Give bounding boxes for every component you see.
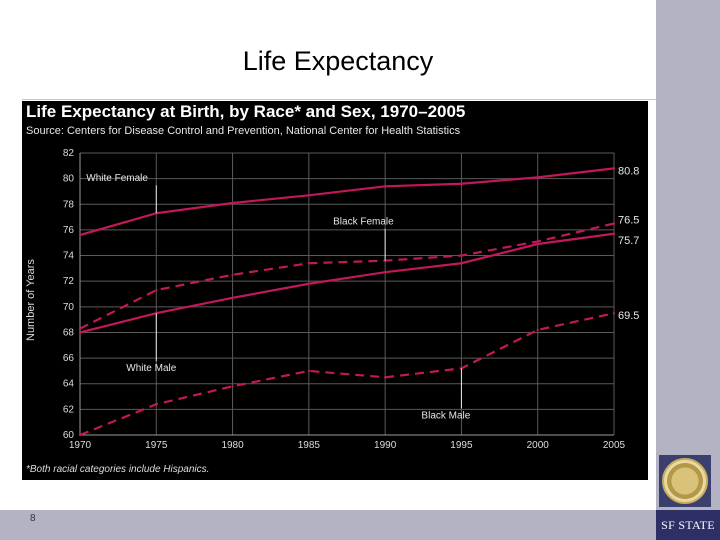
chart-source: Source: Centers for Disease Control and … (26, 125, 461, 137)
series-name-black-female: Black Female (333, 217, 394, 228)
x-tick-label: 1985 (298, 440, 321, 451)
x-tick-label: 1990 (374, 440, 397, 451)
series-line-white-male (79, 232, 615, 334)
data-point-white-female (536, 176, 539, 179)
data-point-white-male (383, 271, 387, 274)
chart-title: Life Expectancy at Birth, by Race* and S… (26, 102, 465, 121)
data-point-white-male (612, 232, 616, 235)
footer-band (0, 510, 656, 540)
end-value-label: 69.5 (618, 310, 639, 322)
x-tick-label: 2000 (527, 440, 550, 451)
end-value-label: 76.5 (618, 215, 639, 227)
data-point-black-male (231, 385, 234, 388)
data-point-white-female (231, 201, 234, 205)
data-point-black-male (307, 369, 311, 373)
data-point-black-male (155, 403, 158, 406)
x-tick-label: 1970 (69, 440, 92, 451)
x-tick-label: 2005 (603, 440, 626, 451)
y-tick-label: 68 (63, 327, 75, 338)
data-point-black-male (78, 433, 82, 437)
y-tick-label: 72 (63, 276, 75, 287)
data-point-white-female (307, 194, 311, 197)
data-point-black-female (78, 327, 82, 330)
series-labels: 80.8 76.5 75.7 69.5 White Female Black Female… (86, 165, 639, 421)
chart-footnote: *Both racial categories include Hispanic… (26, 464, 209, 475)
data-point-white-female (383, 185, 387, 188)
y-tick-label: 76 (63, 225, 75, 236)
x-tick-label: 1980 (221, 440, 244, 451)
data-point-white-male (78, 331, 82, 334)
data-point-white-female (460, 182, 463, 185)
y-tick-label: 70 (63, 302, 75, 313)
grid (79, 152, 615, 436)
data-point-white-female (612, 167, 616, 170)
data-point-white-male (307, 282, 311, 285)
end-value-label: 75.7 (618, 235, 639, 247)
title-divider (22, 99, 656, 100)
data-point-white-male (231, 296, 234, 300)
y-tick-label: 80 (63, 174, 75, 185)
series-lines (78, 167, 616, 437)
university-seal-icon (659, 455, 711, 507)
series-line-black-male (79, 312, 615, 437)
data-point-black-female (307, 262, 311, 265)
data-point-white-female (78, 233, 82, 237)
y-axis-ticks: 60 62 64 66 68 70 72 74 76 78 80 82 (63, 148, 75, 441)
data-point-black-male (612, 312, 616, 315)
series-line-black-female (79, 222, 615, 330)
y-tick-label: 62 (63, 404, 75, 415)
series-name-white-female: White Female (86, 173, 148, 184)
data-point-black-male (383, 376, 387, 379)
data-point-black-female (460, 254, 463, 257)
data-point-black-male (536, 328, 539, 332)
brand-logo: SF STATE (656, 510, 720, 540)
chart-panel: Life Expectancy at Birth, by Race* and S… (22, 101, 648, 480)
x-axis-ticks: 1970 1975 1980 1985 1990 1995 2000 2005 (69, 440, 626, 451)
data-point-white-male (460, 262, 463, 265)
data-point-white-male (536, 242, 539, 246)
page-number: 8 (30, 513, 36, 524)
y-tick-label: 74 (63, 251, 75, 262)
y-tick-label: 78 (63, 199, 75, 210)
life-expectancy-chart: Life Expectancy at Birth, by Race* and S… (25, 102, 639, 475)
data-point-black-female (155, 288, 158, 292)
x-tick-label: 1995 (450, 440, 473, 451)
data-point-black-female (536, 240, 539, 243)
data-point-white-female (155, 212, 158, 215)
data-point-black-female (231, 273, 234, 276)
sidebar-band (656, 0, 720, 540)
y-tick-label: 82 (63, 148, 75, 159)
end-value-label: 80.8 (618, 165, 639, 177)
y-tick-label: 64 (63, 379, 75, 390)
slide-title: Life Expectancy (242, 46, 434, 76)
y-tick-label: 60 (63, 430, 75, 441)
series-name-white-male: White Male (126, 363, 176, 374)
data-point-black-female (612, 222, 616, 225)
y-axis-label: Number of Years (25, 259, 37, 341)
series-name-black-male: Black Male (421, 410, 470, 421)
y-tick-label: 66 (63, 353, 75, 364)
x-tick-label: 1975 (145, 440, 168, 451)
series-line-white-female (79, 167, 615, 237)
